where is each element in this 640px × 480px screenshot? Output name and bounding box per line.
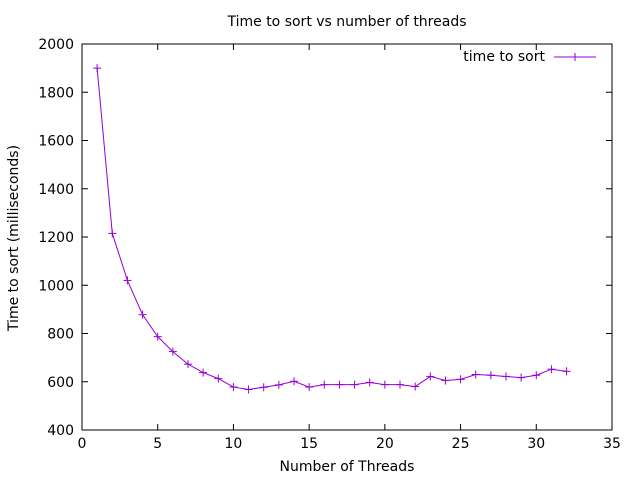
- data-point: [199, 368, 208, 377]
- x-tick-label: 15: [300, 436, 318, 452]
- x-tick-label: 10: [225, 436, 243, 452]
- data-point: [471, 370, 480, 379]
- data-point: [259, 383, 268, 392]
- y-tick-label: 1800: [38, 85, 74, 101]
- data-point: [153, 332, 162, 341]
- data-point: [532, 371, 541, 380]
- y-tick-label: 1400: [38, 182, 74, 198]
- x-tick-label: 35: [603, 436, 621, 452]
- y-axis-label: Time to sort (milliseconds): [6, 145, 22, 332]
- y-tick-label: 600: [47, 375, 74, 391]
- data-point: [320, 380, 329, 389]
- data-point: [123, 276, 132, 285]
- x-tick-label: 5: [153, 436, 162, 452]
- data-point: [441, 376, 450, 385]
- data-point: [517, 373, 526, 382]
- y-tick-label: 400: [47, 423, 74, 439]
- data-point: [138, 310, 147, 319]
- data-point: [244, 385, 253, 394]
- axes: 0 5 10 15 20 25 30 35 400 600 800 1000 1200 1400 1600 1…: [38, 37, 621, 452]
- y-tick-label: 1600: [38, 134, 74, 150]
- data-point: [184, 360, 192, 369]
- y-tick-label: 800: [47, 327, 74, 343]
- legend-label: time to sort: [463, 49, 545, 65]
- legend: time to sort: [463, 49, 596, 65]
- data-point: [380, 380, 389, 389]
- data-point: [350, 380, 359, 389]
- x-tick-label: 30: [527, 436, 545, 452]
- x-tick-label: 25: [452, 436, 470, 452]
- legend-marker: [571, 53, 579, 61]
- data-point: [365, 378, 374, 387]
- x-tick-label: 20: [376, 436, 394, 452]
- data-point: [486, 371, 495, 380]
- data-point: [502, 372, 510, 381]
- x-tick-label: 0: [78, 436, 87, 452]
- data-point: [305, 383, 314, 392]
- data-point: [562, 367, 571, 376]
- data-point: [396, 380, 404, 389]
- data-point: [93, 64, 102, 73]
- chart-title: Time to sort vs number of threads: [226, 14, 466, 30]
- data-point: [335, 380, 344, 389]
- data-point: [411, 382, 420, 391]
- y-tick-label: 2000: [38, 37, 74, 53]
- data-point: [426, 372, 435, 381]
- data-point: [108, 229, 117, 238]
- data-point: [456, 375, 465, 384]
- x-axis-label: Number of Threads: [280, 459, 415, 475]
- data-point: [290, 377, 298, 386]
- y-tick-label: 1200: [38, 230, 74, 246]
- series-layer: [93, 64, 571, 394]
- data-point: [214, 374, 223, 383]
- data-point: [168, 347, 177, 356]
- data-point: [274, 380, 283, 389]
- y-tick-label: 1000: [38, 278, 74, 294]
- data-point: [229, 383, 238, 392]
- data-point: [547, 365, 556, 374]
